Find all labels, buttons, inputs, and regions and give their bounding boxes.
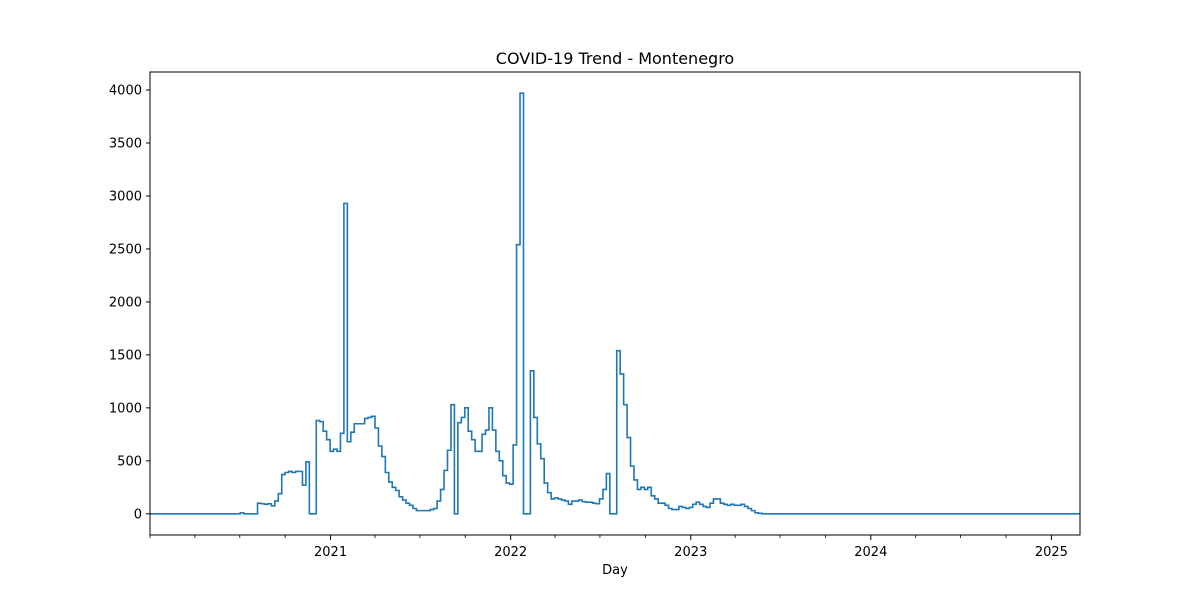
y-tick-label-3500: 3500 <box>109 136 142 151</box>
x-axis: 2021 2022 2023 2024 2025 <box>149 535 1068 560</box>
series-line-0 <box>150 92 1080 515</box>
plot-area <box>150 92 1080 515</box>
x-tick-label-2025: 2025 <box>1035 545 1068 560</box>
y-tick-label-0: 0 <box>134 507 142 522</box>
y-tick-label-3000: 3000 <box>109 189 142 204</box>
y-tick-label-500: 500 <box>117 454 142 469</box>
y-tick-label-2000: 2000 <box>109 295 142 310</box>
y-tick-label-2500: 2500 <box>109 242 142 257</box>
plot-frame <box>149 71 1081 536</box>
x-tick-label-2021: 2021 <box>314 545 347 560</box>
y-tick-label-4000: 4000 <box>109 84 142 99</box>
y-tick-label-1000: 1000 <box>109 401 142 416</box>
y-axis: 0 500 1000 1500 2000 2500 3000 3500 4000 <box>109 84 150 522</box>
x-axis-label: Day <box>602 563 628 578</box>
x-tick-label-2023: 2023 <box>674 545 707 560</box>
y-tick-label-1500: 1500 <box>109 348 142 363</box>
x-tick-label-2022: 2022 <box>494 545 527 560</box>
x-tick-label-2024: 2024 <box>854 545 887 560</box>
chart-title: COVID-19 Trend - Montenegro <box>496 49 734 68</box>
